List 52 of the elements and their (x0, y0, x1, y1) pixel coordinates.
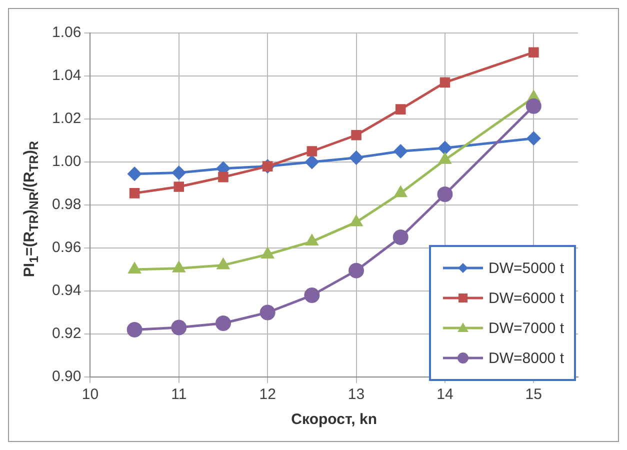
point (394, 144, 408, 158)
point (262, 248, 274, 258)
y-tick-label: 0.94 (52, 282, 82, 300)
legend-label: DW=7000 t (488, 320, 564, 336)
y-tick-label: 1.06 (52, 24, 82, 42)
point (528, 47, 539, 58)
point (395, 104, 406, 114)
legend-label: DW=5000 t (488, 260, 564, 276)
point (351, 130, 362, 140)
point (392, 230, 408, 245)
y-tick-label: 1.00 (52, 153, 82, 170)
point (215, 316, 231, 331)
point (172, 262, 185, 272)
point (440, 77, 450, 88)
y-tick-label: 0.98 (52, 196, 82, 214)
point (304, 288, 320, 304)
point (260, 304, 276, 320)
x-axis-title: Скорост, kn (291, 411, 378, 428)
point (129, 188, 140, 198)
point (438, 153, 451, 164)
y-tick-label: 1.02 (52, 110, 82, 128)
y-tick-label: 0.96 (52, 239, 82, 256)
x-tick-label: 15 (525, 386, 542, 404)
point (526, 132, 540, 146)
point (305, 155, 319, 169)
point (526, 98, 542, 114)
point (171, 320, 187, 336)
point (438, 141, 452, 155)
legend-label: DW=6000 t (488, 290, 564, 306)
x-tick-label: 13 (348, 386, 365, 404)
point (174, 182, 184, 192)
point (126, 322, 142, 338)
y-tick-label: 0.92 (52, 325, 82, 342)
x-tick-label: 14 (436, 386, 454, 404)
y-tick-label: 0.90 (52, 368, 82, 386)
x-tick-label: 10 (82, 386, 99, 404)
legend-label: DW=8000 t (488, 350, 564, 366)
x-tick-label: 11 (171, 386, 187, 404)
y-tick-label: 1.04 (52, 67, 82, 84)
point (128, 262, 141, 274)
point (437, 186, 453, 202)
point (348, 262, 364, 278)
point (350, 150, 364, 164)
point (306, 146, 318, 156)
point (217, 258, 230, 270)
point (394, 186, 407, 198)
point (172, 166, 186, 180)
x-tick-label: 12 (259, 386, 276, 404)
point (128, 167, 142, 181)
point (350, 215, 362, 226)
point (218, 172, 228, 182)
point (306, 234, 318, 246)
